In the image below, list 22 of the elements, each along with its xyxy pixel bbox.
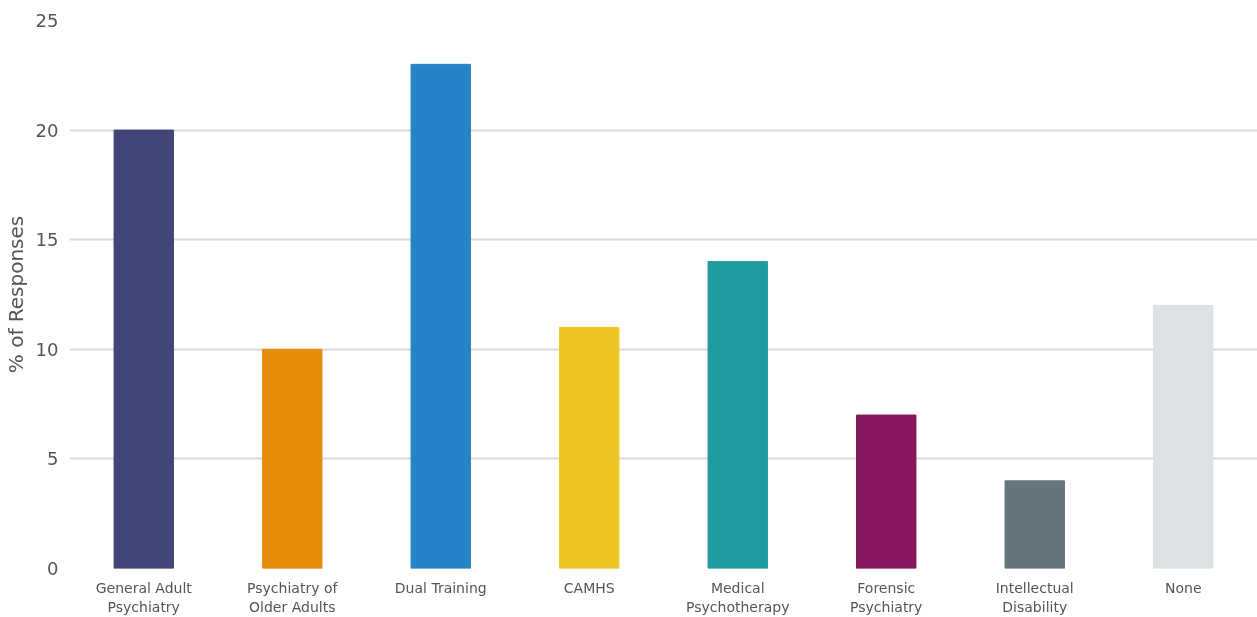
x-tick-label: Medical Psychotherapy bbox=[686, 579, 790, 615]
x-tick-label: None bbox=[1164, 579, 1202, 596]
x-tick-label: Intellectual Disability bbox=[995, 579, 1074, 615]
bar bbox=[856, 414, 917, 569]
y-tick-label: 15 bbox=[35, 229, 59, 251]
y-tick-label: 10 bbox=[35, 338, 59, 360]
bar bbox=[262, 348, 323, 569]
bar bbox=[559, 326, 620, 569]
x-tick-label: Psychiatry of Older Adults bbox=[247, 579, 339, 615]
bar bbox=[113, 129, 174, 569]
y-tick-label: 5 bbox=[47, 448, 59, 470]
y-tick-label: 0 bbox=[47, 558, 59, 579]
bar bbox=[707, 261, 768, 569]
bar bbox=[1004, 480, 1065, 569]
y-tick-label: 20 bbox=[35, 119, 59, 141]
bar bbox=[410, 63, 471, 569]
x-tick-label: CAMHS bbox=[563, 579, 615, 596]
x-tick-label: General Adult Psychiatry bbox=[95, 579, 193, 615]
x-tick-label: Forensic Psychiatry bbox=[850, 579, 923, 615]
x-tick-label: Dual Training bbox=[394, 579, 487, 596]
y-tick-label: 25 bbox=[35, 10, 59, 31]
y-axis-title: % of Responses bbox=[3, 215, 28, 374]
